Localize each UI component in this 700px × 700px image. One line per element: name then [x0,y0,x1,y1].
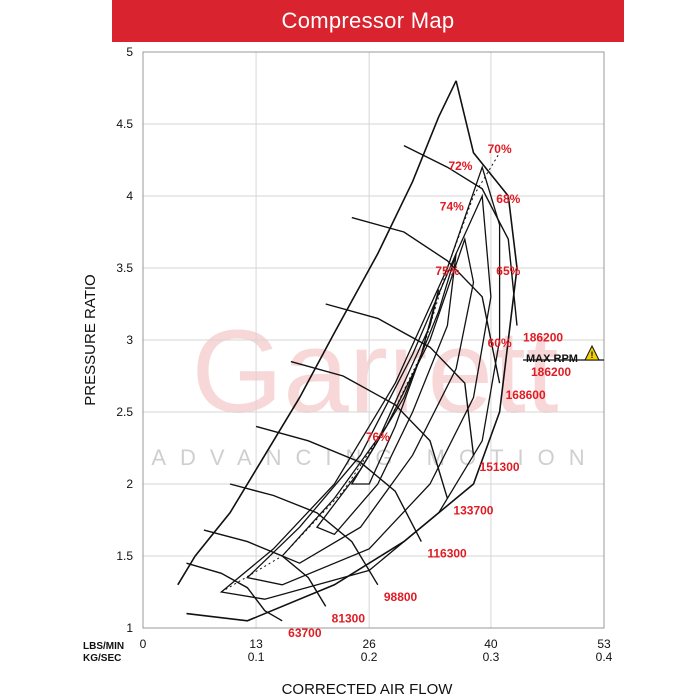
y-axis-title: PRESSURE RATIO [82,274,99,405]
max-rpm-marker: MAX RPM ! 186200 [523,344,604,379]
efficiency-island [246,193,492,586]
speed-line [403,144,518,326]
efficiency-label: 68% [496,192,520,206]
max-rpm-label: MAX RPM [526,353,578,365]
y-tick-label: 2.5 [116,405,133,419]
efficiency-label: 65% [496,264,520,278]
choke-line [186,80,518,622]
speed-label: 63700 [288,626,322,640]
x-tick-label-secondary: 0.1 [248,650,265,664]
x-tick-label-secondary: 0.4 [596,650,613,664]
x-unit-secondary: KG/SEC [83,653,121,664]
y-tick-label: 4.5 [116,117,133,131]
y-tick-label: 3.5 [116,261,133,275]
x-axis-title: CORRECTED AIR FLOW [282,681,454,698]
map-labels: 63700 81300 98800 116300 133700 151300 168600 1… [288,142,563,640]
x-unit-primary: LBS/MIN [83,641,124,652]
x-tick-label-primary: 40 [484,637,498,651]
max-rpm-value: 186200 [531,365,571,379]
speed-line [186,562,283,622]
y-tick-label: 3 [126,333,133,347]
speed-label: 168600 [506,388,546,402]
efficiency-label: 76% [366,430,390,444]
y-tick-label: 4 [126,189,133,203]
warning-icon [584,344,600,361]
watermark-brand: Garrett [191,306,558,438]
speed-line [290,360,449,499]
speed-label: 151300 [480,460,520,474]
axis-ticks: 1 1.5 2 2.5 3 3.5 4 4.5 5 0 13 26 40 53 0.1 0.2 0.3 0.4 [116,45,612,664]
efficiency-label: 72% [448,159,472,173]
speed-line [351,216,501,384]
x-tick-label-secondary: 0.3 [483,650,500,664]
speed-line [325,303,475,456]
efficiency-island [315,253,457,536]
y-tick-label: 1 [126,621,133,635]
speed-line [203,529,327,607]
plot-frame [142,51,605,629]
efficiency-island [219,165,501,600]
chart-title: Compressor Map [112,0,624,42]
warning-mark: ! [591,350,594,360]
peak-efficiency-ridge [221,152,501,593]
efficiency-label: 60% [488,336,512,350]
speed-label: 116300 [427,547,467,561]
x-tick-label-primary: 13 [249,637,263,651]
x-tick-label-primary: 26 [362,637,376,651]
speed-label: 186200 [523,331,563,345]
speed-label: 98800 [384,590,418,604]
efficiency-label: 70% [488,142,512,156]
y-tick-label: 2 [126,477,133,491]
efficiency-label: 74% [440,199,464,213]
speed-label: 133700 [453,503,493,517]
x-tick-label-primary: 53 [597,637,611,651]
watermark-tagline: ADVANCING MOTION [151,445,598,470]
x-tick-label-primary: 0 [140,637,147,651]
speed-label: 81300 [332,611,366,625]
map-curves [177,80,518,622]
efficiency-island [281,236,475,564]
x-tick-label-secondary: 0.2 [361,650,378,664]
y-tick-label: 1.5 [116,549,133,563]
efficiency-label: 75% [435,264,459,278]
speed-line [229,483,379,586]
surge-line [177,80,457,586]
efficiency-island [350,289,440,485]
y-tick-label: 5 [126,45,133,59]
